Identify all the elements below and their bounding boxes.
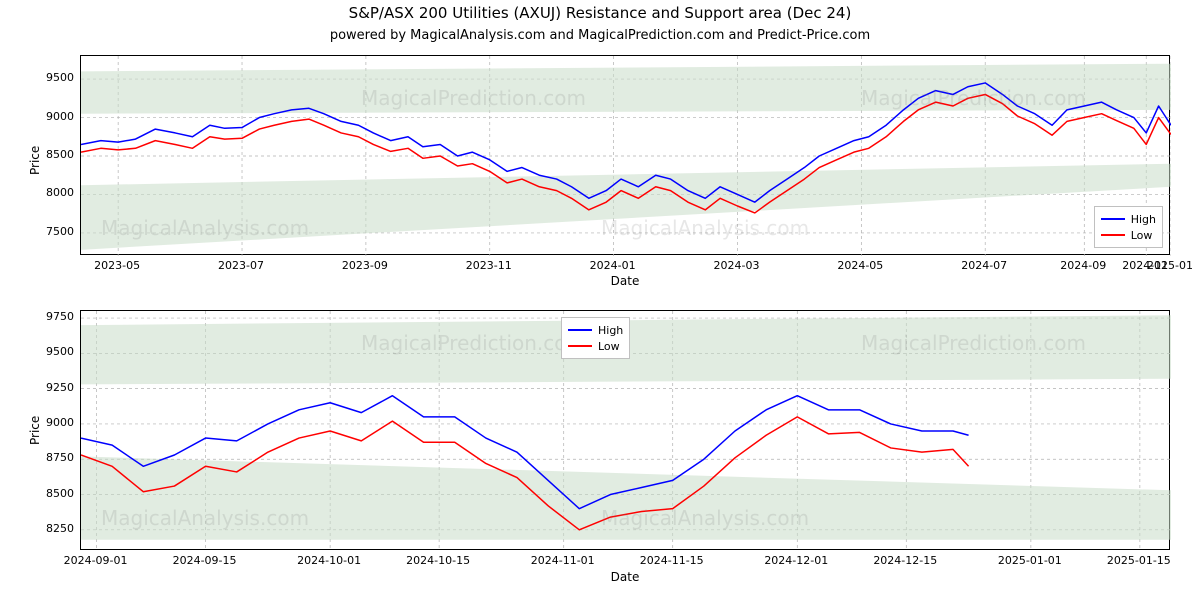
page-root: S&P/ASX 200 Utilities (AXUJ) Resistance … (0, 0, 1200, 600)
legend-line-low (568, 345, 592, 347)
x-tick-label: 2024-05 (828, 259, 892, 272)
legend-bottom: High Low (561, 317, 630, 359)
legend-item-low: Low (1101, 227, 1156, 243)
x-tick-label: 2024-09 (1051, 259, 1115, 272)
y-tick-label: 8750 (46, 451, 74, 464)
legend-label-high: High (1131, 213, 1156, 226)
y-tick-label: 9500 (46, 71, 74, 84)
legend-line-high (1101, 218, 1125, 220)
x-tick-label: 2025-01-15 (1107, 554, 1171, 567)
x-tick-label: 2024-10-15 (406, 554, 470, 567)
x-tick-label: 2024-01 (581, 259, 645, 272)
x-tick-label: 2024-12-01 (764, 554, 828, 567)
x-axis-label-top: Date (80, 274, 1170, 288)
x-tick-label: 2025-01 (1138, 259, 1200, 272)
legend-item-high: High (568, 322, 623, 338)
x-tick-label: 2024-12-15 (873, 554, 937, 567)
legend-line-low (1101, 234, 1125, 236)
y-tick-label: 8500 (46, 487, 74, 500)
x-tick-label: 2024-11-01 (531, 554, 595, 567)
y-axis-label-bottom: Price (28, 416, 42, 445)
x-tick-label: 2024-10-01 (297, 554, 361, 567)
chart-panel-top: MagicalAnalysis.com MagicalPrediction.co… (80, 55, 1170, 255)
legend-line-high (568, 329, 592, 331)
y-axis-label-top: Price (28, 146, 42, 175)
y-tick-label: 8250 (46, 522, 74, 535)
legend-item-low: Low (568, 338, 623, 354)
chart-subtitle: powered by MagicalAnalysis.com and Magic… (0, 28, 1200, 43)
y-tick-label: 8500 (46, 148, 74, 161)
x-axis-label-bottom: Date (80, 570, 1170, 584)
y-tick-label: 7500 (46, 225, 74, 238)
chart-panel-bottom: MagicalAnalysis.com MagicalPrediction.co… (80, 310, 1170, 550)
y-tick-label: 9000 (46, 110, 74, 123)
x-tick-label: 2024-09-01 (64, 554, 128, 567)
x-tick-label: 2025-01-01 (998, 554, 1062, 567)
y-tick-label: 9250 (46, 381, 74, 394)
x-tick-label: 2023-07 (209, 259, 273, 272)
chart-title: S&P/ASX 200 Utilities (AXUJ) Resistance … (0, 4, 1200, 22)
x-tick-label: 2024-03 (704, 259, 768, 272)
x-tick-label: 2023-09 (333, 259, 397, 272)
y-tick-label: 8000 (46, 186, 74, 199)
legend-item-high: High (1101, 211, 1156, 227)
chart-svg-top (81, 56, 1171, 256)
legend-label-low: Low (1131, 229, 1153, 242)
x-tick-label: 2023-05 (85, 259, 149, 272)
legend-top: High Low (1094, 206, 1163, 248)
y-tick-label: 9500 (46, 345, 74, 358)
y-tick-label: 9000 (46, 416, 74, 429)
x-tick-label: 2024-09-15 (173, 554, 237, 567)
legend-label-high: High (598, 324, 623, 337)
x-tick-label: 2023-11 (457, 259, 521, 272)
x-tick-label: 2024-11-15 (640, 554, 704, 567)
legend-label-low: Low (598, 340, 620, 353)
y-tick-label: 9750 (46, 310, 74, 323)
x-tick-label: 2024-07 (952, 259, 1016, 272)
